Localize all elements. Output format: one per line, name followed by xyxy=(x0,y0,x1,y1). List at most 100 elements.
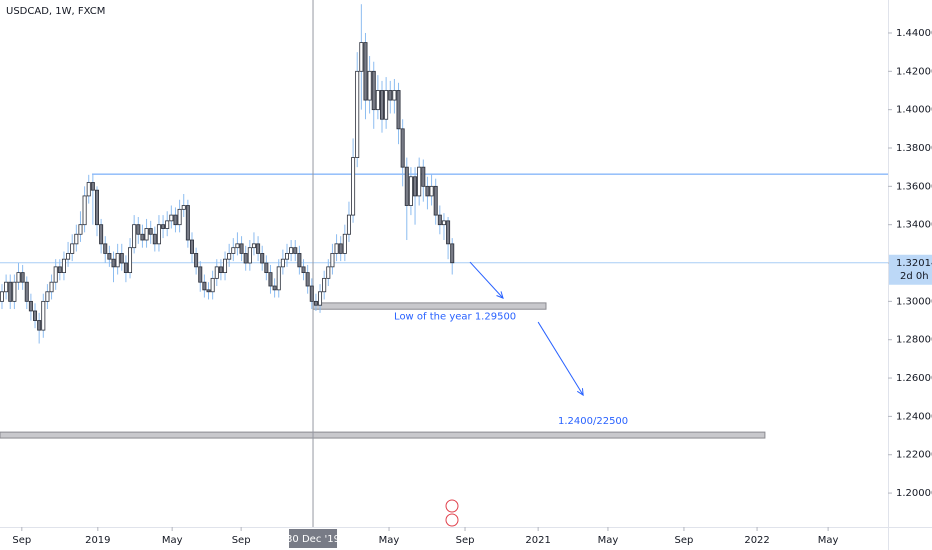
candle-body xyxy=(210,277,215,293)
candle-body xyxy=(400,128,405,168)
y-tick-label: 1.30000 xyxy=(896,296,932,307)
candle-body xyxy=(20,272,25,283)
x-tick-label: May xyxy=(162,535,183,546)
y-tick-label: 1.44000 xyxy=(896,28,932,39)
crosshair-label: 30 Dec '19 xyxy=(286,534,340,545)
candle-body xyxy=(284,253,289,260)
candle-body xyxy=(289,247,294,254)
chart-title: USDCAD, 1W, FXCM xyxy=(6,6,105,17)
candle-body xyxy=(156,224,161,245)
candle-body xyxy=(41,300,46,331)
candle-body xyxy=(309,285,314,302)
candle-body xyxy=(355,70,360,158)
candle-body xyxy=(264,262,269,274)
candle-body xyxy=(70,243,75,254)
candle-body xyxy=(322,277,327,293)
last-price-label: 1.32014 xyxy=(896,258,932,269)
candle-body xyxy=(334,243,339,254)
y-tick-label: 1.42000 xyxy=(896,66,932,77)
candle-body xyxy=(384,90,389,120)
candle-body xyxy=(161,224,166,229)
candle-body xyxy=(408,176,413,206)
candle-body xyxy=(359,42,364,72)
y-tick-label: 1.24000 xyxy=(896,411,932,422)
candle-body xyxy=(223,258,228,274)
candle-body xyxy=(111,258,116,268)
x-tick-label: May xyxy=(598,535,619,546)
candle-body xyxy=(450,243,455,264)
x-tick-label: 2022 xyxy=(744,535,769,546)
candle-body xyxy=(173,214,178,226)
candle-body xyxy=(396,90,401,130)
candle-body xyxy=(256,243,261,254)
candle-body xyxy=(346,214,351,235)
candle-body xyxy=(136,224,141,235)
candle-body xyxy=(417,166,422,197)
candle-body xyxy=(392,90,397,101)
x-tick-label: 2021 xyxy=(525,535,550,546)
event-icon xyxy=(445,499,459,513)
candle-body xyxy=(49,281,54,293)
candle-body xyxy=(206,289,211,293)
candle-body xyxy=(86,182,91,197)
candle-body xyxy=(433,185,438,216)
candle-body xyxy=(437,214,442,226)
candle-body xyxy=(90,182,95,191)
candle-body xyxy=(367,70,372,101)
countdown-label: 2d 0h xyxy=(900,271,929,282)
annotation: Low of the year 1.29500 xyxy=(394,311,516,322)
candle-body xyxy=(338,243,343,254)
x-tick-label: Sep xyxy=(12,535,31,546)
candle-body xyxy=(185,205,190,241)
candle-body xyxy=(243,253,248,264)
candle-body xyxy=(148,228,153,235)
candle-body xyxy=(214,266,219,279)
arrow xyxy=(537,321,584,396)
crosshair-label-box xyxy=(289,529,338,548)
x-tick-label: Sep xyxy=(232,535,251,546)
event-icon xyxy=(445,513,459,527)
candle-body xyxy=(375,90,380,111)
candle-body xyxy=(421,166,426,187)
candle-body xyxy=(4,281,9,293)
candle-body xyxy=(189,239,194,254)
candle-body xyxy=(330,253,335,268)
candle-body xyxy=(280,258,285,268)
candle-body xyxy=(194,253,199,268)
candle-body xyxy=(446,220,451,245)
annotation: 1.2400/22500 xyxy=(558,416,628,427)
candle-body xyxy=(404,166,409,206)
candle-body xyxy=(251,243,256,249)
arrow xyxy=(469,261,504,299)
candle-body xyxy=(61,258,66,274)
candle-body xyxy=(94,189,99,226)
candle-body xyxy=(74,233,79,245)
candle-body xyxy=(128,247,133,274)
candle-body xyxy=(144,228,149,241)
candle-body xyxy=(388,90,393,101)
candle-body xyxy=(33,310,38,321)
candle-body xyxy=(37,320,42,331)
zone xyxy=(0,431,766,439)
candle-body xyxy=(53,266,58,283)
candle-body xyxy=(379,90,384,120)
candle-body xyxy=(293,247,298,254)
candle-body xyxy=(140,233,145,241)
y-tick-label: 1.34000 xyxy=(896,220,932,231)
candle-body xyxy=(78,224,83,235)
candle-body xyxy=(247,247,252,264)
candle-body xyxy=(326,266,331,279)
candle-body xyxy=(132,224,137,249)
x-tick-label: Sep xyxy=(675,535,694,546)
candle-body xyxy=(198,266,203,283)
candle-body xyxy=(82,195,87,226)
candle-body xyxy=(28,300,33,312)
y-tick-label: 1.38000 xyxy=(896,143,932,154)
y-tick-label: 1.36000 xyxy=(896,181,932,192)
candle-body xyxy=(313,300,318,306)
candle-body xyxy=(429,185,434,197)
last-price-box xyxy=(889,254,932,285)
candle-body xyxy=(227,253,232,260)
candle-body xyxy=(115,253,120,268)
